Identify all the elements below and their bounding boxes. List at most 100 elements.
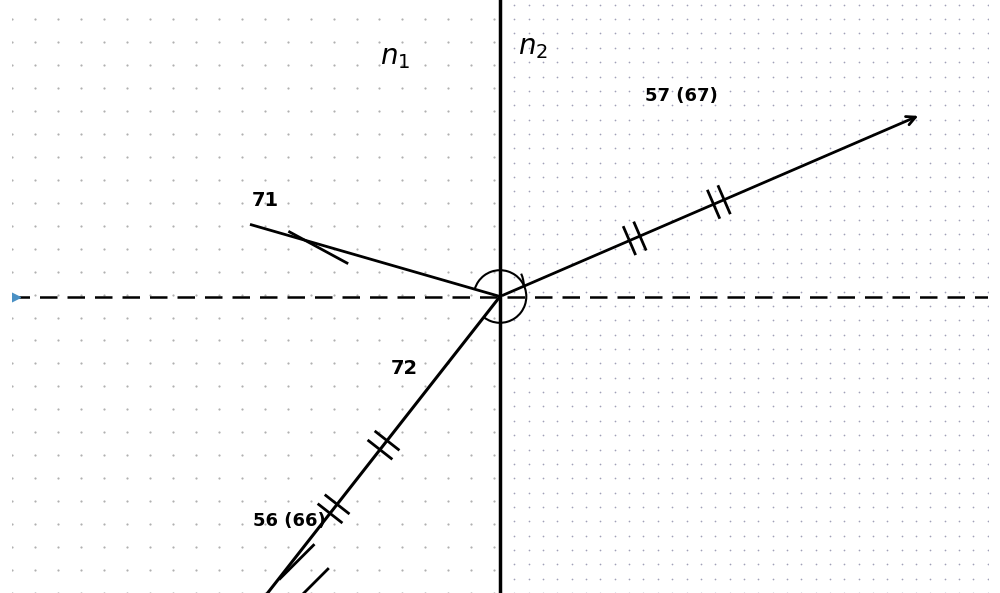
Point <box>851 244 867 253</box>
Point <box>4 37 20 47</box>
Point <box>722 100 738 110</box>
Point <box>564 58 580 67</box>
Point <box>73 382 89 391</box>
Point <box>257 473 273 483</box>
Point <box>96 175 112 184</box>
Point <box>693 28 709 38</box>
Point <box>722 574 738 584</box>
Point <box>280 290 296 299</box>
Point <box>349 83 365 93</box>
Point <box>635 359 651 368</box>
Point <box>865 72 881 81</box>
Point <box>822 488 838 498</box>
Point <box>621 531 637 540</box>
Point <box>908 373 924 382</box>
Point <box>693 86 709 95</box>
Point <box>27 83 43 93</box>
Point <box>793 187 809 196</box>
Point <box>592 129 608 139</box>
Point <box>371 244 387 253</box>
Point <box>736 560 752 569</box>
Point <box>564 72 580 81</box>
Point <box>303 290 319 299</box>
Point <box>736 215 752 225</box>
Point <box>165 313 181 322</box>
Point <box>257 543 273 552</box>
Point <box>394 428 410 437</box>
Point <box>650 115 666 125</box>
Point <box>664 28 680 38</box>
Point <box>980 229 996 239</box>
Point <box>549 259 565 268</box>
Point <box>822 115 838 125</box>
Point <box>492 473 508 483</box>
Point <box>965 215 981 225</box>
Point <box>679 560 695 569</box>
Point <box>922 315 938 325</box>
Point <box>851 387 867 397</box>
Point <box>521 72 537 81</box>
Point <box>592 144 608 153</box>
Point <box>894 488 910 498</box>
Point <box>750 100 766 110</box>
Point <box>492 273 508 282</box>
Point <box>937 58 953 67</box>
Point <box>592 431 608 440</box>
Point <box>822 330 838 340</box>
Point <box>549 0 565 9</box>
Point <box>394 543 410 552</box>
Point <box>188 290 204 299</box>
Point <box>679 517 695 526</box>
Point <box>492 144 508 153</box>
Point <box>736 115 752 125</box>
Point <box>535 588 551 593</box>
Point <box>257 152 273 162</box>
Point <box>707 201 723 211</box>
Point <box>765 144 781 153</box>
Point <box>50 382 66 391</box>
Point <box>211 404 227 414</box>
Point <box>142 336 158 345</box>
Point <box>750 431 766 440</box>
Point <box>922 187 938 196</box>
Point <box>549 86 565 95</box>
Point <box>650 0 666 9</box>
Point <box>836 259 852 268</box>
Point <box>4 496 20 506</box>
Point <box>722 488 738 498</box>
Point <box>779 144 795 153</box>
Point <box>965 273 981 282</box>
Point <box>951 473 967 483</box>
Point <box>937 158 953 167</box>
Point <box>793 473 809 483</box>
Point <box>535 517 551 526</box>
Point <box>865 459 881 468</box>
Point <box>535 473 551 483</box>
Point <box>951 359 967 368</box>
Point <box>722 43 738 53</box>
Point <box>96 473 112 483</box>
Point <box>650 14 666 24</box>
Point <box>371 588 387 593</box>
Point <box>922 244 938 253</box>
Point <box>679 359 695 368</box>
Point <box>349 106 365 116</box>
Point <box>980 330 996 340</box>
Point <box>779 387 795 397</box>
Point <box>394 496 410 506</box>
Point <box>908 473 924 483</box>
Point <box>492 201 508 211</box>
Point <box>142 37 158 47</box>
Point <box>879 144 895 153</box>
Point <box>486 244 502 253</box>
Point <box>922 459 938 468</box>
Point <box>664 100 680 110</box>
Point <box>736 28 752 38</box>
Point <box>492 244 508 253</box>
Point <box>326 496 342 506</box>
Point <box>165 543 181 552</box>
Point <box>951 86 967 95</box>
Point <box>922 14 938 24</box>
Point <box>722 129 738 139</box>
Point <box>234 221 250 231</box>
